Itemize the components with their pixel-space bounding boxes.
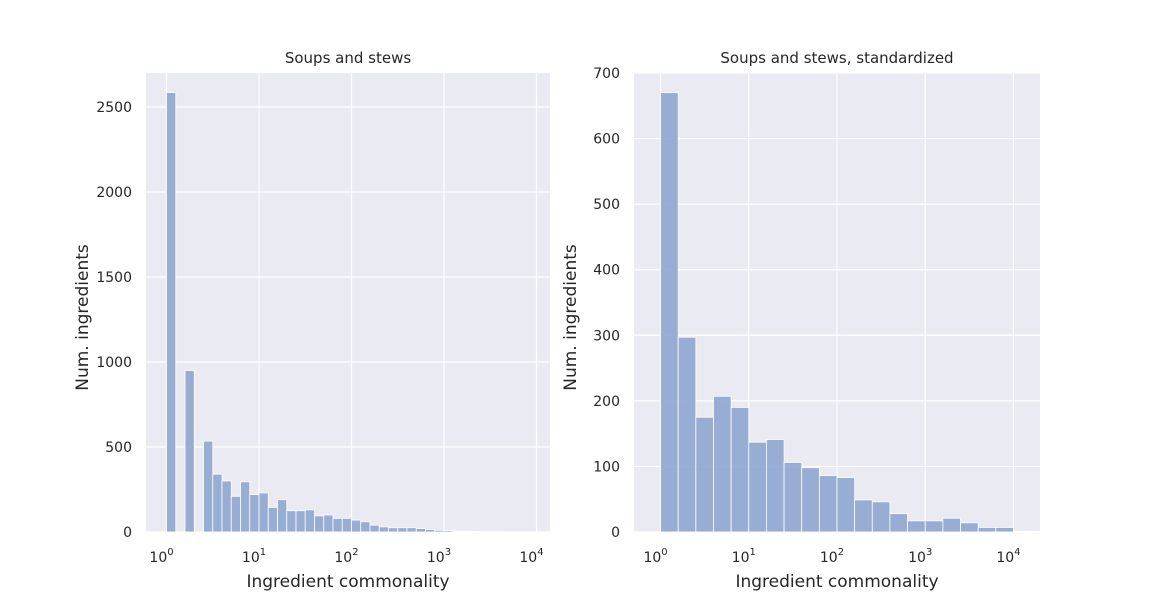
histogram-bar <box>203 440 214 533</box>
histogram-bar <box>258 492 269 533</box>
y-tick-label: 0 <box>611 525 620 541</box>
histogram-bar <box>425 529 436 533</box>
histogram-bar <box>304 509 315 533</box>
y-tick-label: 200 <box>593 394 620 410</box>
y-tick-label: 700 <box>593 66 620 82</box>
y-tick-label: 2000 <box>96 185 132 201</box>
x-tick-label: 101 <box>732 547 756 566</box>
x-tick-label: 103 <box>427 547 451 566</box>
y-tick-label: 1000 <box>96 355 132 371</box>
chart-title: Soups and stews <box>285 49 411 67</box>
histogram-bar <box>871 501 891 533</box>
histogram-bar <box>889 513 908 533</box>
x-tick-label: 103 <box>908 547 932 566</box>
histogram-bar <box>783 462 803 533</box>
chart-title: Soups and stews, standardized <box>720 49 953 67</box>
histogram-bar <box>660 92 679 533</box>
y-tick-label: 1500 <box>96 270 132 286</box>
histogram-bar <box>184 370 195 533</box>
histogram-bar <box>995 527 1014 533</box>
x-tick-label: 100 <box>149 547 173 566</box>
y-tick-label: 500 <box>105 440 132 456</box>
subplot-soups-and-stews-standardized: 0 100 200 300 400 500 600 700 100 101 102 103 104 Sou… <box>561 49 1050 592</box>
histogram-bar <box>230 495 241 533</box>
y-tick-label: 600 <box>593 132 620 148</box>
x-axis-label: Ingredient commonality <box>246 572 449 592</box>
y-tick-label: 100 <box>593 459 620 475</box>
histogram-bar <box>332 518 343 533</box>
histogram-bar <box>695 416 714 533</box>
histogram-bar <box>677 336 697 533</box>
subplot-soups-and-stews: 0 500 1000 1500 2000 2500 100 101 102 103 104 Soups… <box>73 49 550 592</box>
histogram-bar <box>351 519 362 533</box>
histogram-bar <box>462 530 473 533</box>
y-tick-label: 0 <box>123 525 132 541</box>
histogram-bar <box>942 517 961 533</box>
histogram-bar <box>766 439 785 533</box>
histogram-bar <box>818 475 838 533</box>
histogram-bar <box>249 494 260 533</box>
histogram-bar <box>314 515 325 533</box>
histogram-bar <box>977 527 997 533</box>
x-tick-label: 102 <box>820 547 844 566</box>
histogram-bar <box>748 441 767 533</box>
x-tick-label: 104 <box>996 547 1020 566</box>
x-tick-label: 102 <box>334 547 358 566</box>
x-tick-label: 101 <box>242 547 266 566</box>
histogram-bar <box>240 481 251 533</box>
histogram-bar <box>286 510 297 533</box>
histogram-bar <box>267 506 278 533</box>
y-tick-label: 500 <box>593 197 620 213</box>
histogram-bar <box>406 527 417 533</box>
histogram-bar <box>924 520 944 533</box>
histogram-bar <box>369 524 380 533</box>
histogram-bar <box>452 530 463 533</box>
histogram-bar <box>295 510 306 533</box>
histogram-bar <box>854 499 873 533</box>
y-tick-label: 400 <box>593 263 620 279</box>
histogram-bar <box>434 529 445 533</box>
plot-area <box>146 73 550 532</box>
histogram-bar <box>1030 530 1050 533</box>
histogram-bar <box>415 528 426 533</box>
x-tick-label: 100 <box>643 547 667 566</box>
histogram-bar <box>221 480 232 533</box>
histogram-bar <box>443 530 454 533</box>
y-tick-label: 300 <box>593 328 620 344</box>
histogram-bar <box>166 92 177 533</box>
histogram-bar <box>341 518 352 533</box>
histogram-bar <box>836 477 856 533</box>
y-axis-label: Num. ingredients <box>561 244 581 391</box>
y-tick-label: 2500 <box>96 100 132 116</box>
histogram-bar <box>378 526 389 533</box>
histogram-bar <box>277 499 288 533</box>
histogram-bar <box>730 407 750 533</box>
x-tick-label: 104 <box>519 547 543 566</box>
y-axis-label: Num. ingredients <box>73 244 93 391</box>
histogram-bar <box>212 473 223 533</box>
histogram-bar <box>960 522 979 533</box>
histogram-bar <box>801 467 820 533</box>
histogram-bar <box>907 520 926 533</box>
x-axis-label: Ingredient commonality <box>735 572 938 592</box>
histogram-bar <box>471 531 482 533</box>
histogram-bar <box>360 521 371 533</box>
histogram-bar <box>713 395 732 533</box>
histogram-bar <box>397 527 408 533</box>
histogram-bar <box>323 514 334 533</box>
histogram-bar <box>388 527 399 533</box>
histogram-bar <box>1013 530 1032 533</box>
